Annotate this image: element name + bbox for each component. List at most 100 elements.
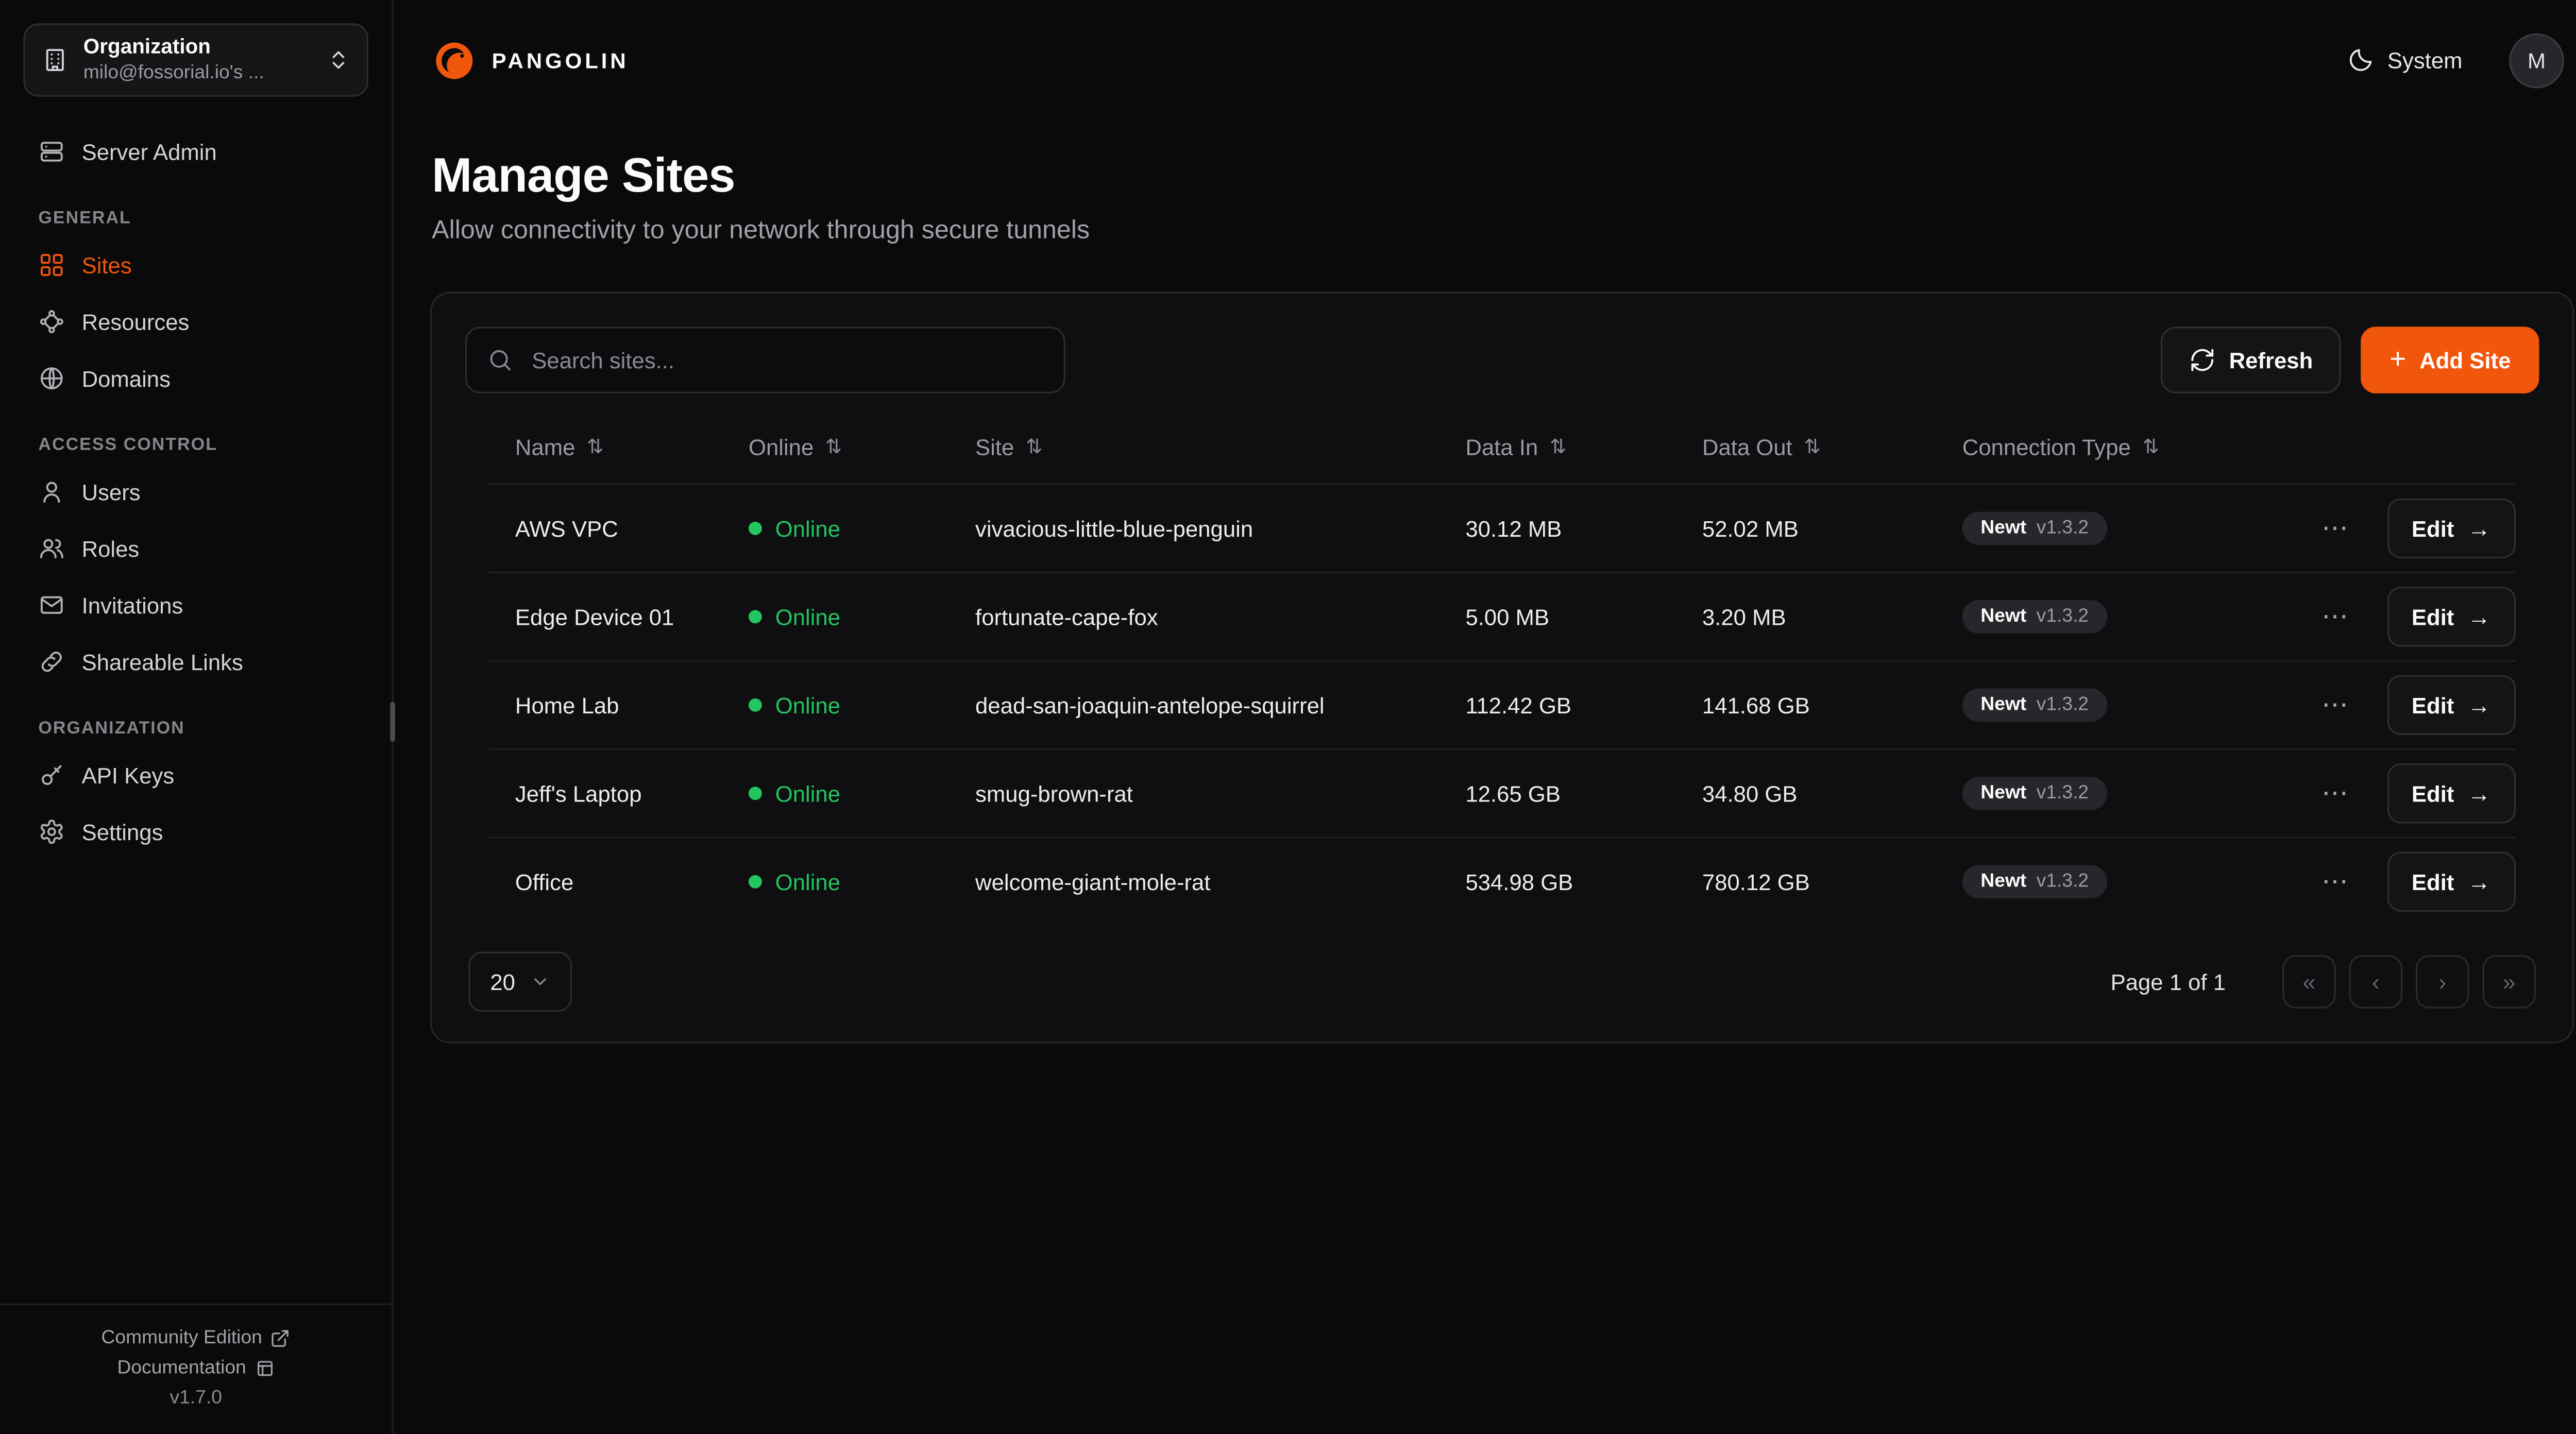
theme-toggle-button[interactable]: System [2334,37,2476,83]
next-page-button[interactable]: › [2415,955,2469,1009]
edit-button[interactable]: Edit → [2386,675,2516,736]
sidebar: Organization milo@fossorial.io's ... Ser… [0,0,395,1433]
connection-type-cell: Newt v1.3.2 [1936,865,2299,899]
online-status-cell: Online [722,604,948,629]
community-edition-label: Community Edition [101,1328,262,1348]
sidebar-footer: Community Edition Documentation v1.7.0 [0,1303,392,1433]
column-header-data-in[interactable]: Data In ⇅ [1465,434,1567,459]
link-icon [41,652,62,672]
data-out-cell: 141.68 GB [1702,692,1810,718]
topbar: PANGOLIN System M [394,0,2576,120]
sidebar-item-domains[interactable]: Domains [23,352,368,405]
section-title-access-control: ACCESS CONTROL [38,435,217,455]
column-header-online[interactable]: Online ⇅ [748,434,842,459]
org-picker-text: Organization milo@fossorial.io's ... [83,35,312,85]
column-header-data-out[interactable]: Data Out ⇅ [1702,434,1821,459]
page-size-value: 20 [490,969,516,995]
edit-cell: Edit → [2372,498,2516,559]
moon-icon [2349,49,2372,71]
waypoints-icon [40,310,63,333]
documentation-link[interactable]: Documentation [0,1354,392,1384]
site-name-cell: Edge Device 01 [515,604,674,629]
add-site-button[interactable]: + Add Site [2361,327,2539,394]
last-page-button[interactable]: » [2482,955,2536,1009]
sidebar-item-users[interactable]: Users [23,465,368,519]
search-input[interactable] [528,346,1044,374]
sidebar-item-api-keys[interactable]: API Keys [23,748,368,802]
row-menu-button[interactable]: ⋯ [2299,511,2372,545]
sidebar-item-resources[interactable]: Resources [23,295,368,349]
sidebar-item-label: Resources [81,309,190,334]
user-icon [43,482,60,503]
table-row: Home Lab Online dead-san-joaquin-antelop… [488,660,2516,748]
search-box [465,327,1065,394]
sites-card: Refresh + Add Site Name⇅ Online⇅ Site⇅ D… [430,292,2574,1044]
prev-page-button[interactable]: ‹ [2349,955,2403,1009]
add-site-label: Add Site [2419,347,2511,373]
arrow-right-icon: → [2467,691,2491,719]
plus-icon: + [2389,343,2406,375]
online-status-dot [748,610,762,624]
sidebar-item-label: Server Admin [81,139,217,164]
row-menu-button[interactable]: ⋯ [2299,600,2372,634]
edit-cell: Edit → [2372,675,2516,736]
edit-button[interactable]: Edit → [2386,763,2516,824]
data-in-cell: 12.65 GB [1465,781,1561,806]
org-picker[interactable]: Organization milo@fossorial.io's ... [23,23,369,97]
site-name-cell: Home Lab [515,692,619,718]
key-icon [42,765,62,785]
page-size-select[interactable]: 20 [468,951,572,1012]
connection-type-badge: Newt v1.3.2 [1962,776,2107,810]
sidebar-item-server-admin[interactable]: Server Admin [23,125,368,179]
avatar[interactable]: M [2509,32,2564,88]
online-status-dot [748,875,762,889]
connection-type-cell: Newt v1.3.2 [1936,776,2299,810]
edit-cell: Edit → [2372,587,2516,647]
sidebar-item-shareable-links[interactable]: Shareable Links [23,635,368,689]
online-status-cell: Online [722,516,948,541]
data-out-cell: 52.02 MB [1702,516,1799,541]
row-menu-button[interactable]: ⋯ [2299,865,2372,898]
sites-toolbar: Refresh + Add Site [465,327,2539,394]
site-slug-cell: smug-brown-rat [975,781,1133,806]
community-edition-link[interactable]: Community Edition [0,1323,392,1353]
online-status-dot [748,698,762,712]
sidebar-item-sites[interactable]: Sites [23,238,368,292]
arrow-right-icon: → [2467,780,2491,807]
sidebar-item-label: Shareable Links [81,649,243,674]
site-slug-cell: fortunate-cape-fox [975,604,1158,629]
table-row: Jeff's Laptop Online smug-brown-rat 12.6… [488,748,2516,837]
row-menu-button[interactable]: ⋯ [2299,777,2372,810]
sidebar-item-settings[interactable]: Settings [23,805,368,859]
edit-button[interactable]: Edit → [2386,498,2516,559]
first-page-button[interactable]: « [2282,955,2336,1009]
online-status-cell: Online [722,781,948,806]
sort-icon: ⇅ [2142,435,2160,458]
connection-type-cell: Newt v1.3.2 [1936,511,2299,545]
column-header-site[interactable]: Site ⇅ [975,434,1043,459]
refresh-button[interactable]: Refresh [2160,327,2342,394]
site-slug-cell: dead-san-joaquin-antelope-squirrel [975,692,1325,718]
column-header-name[interactable]: Name ⇅ [515,434,604,459]
brand-name: PANGOLIN [492,47,629,73]
org-picker-label: Organization [83,35,211,59]
connection-type-badge: Newt v1.3.2 [1962,511,2107,545]
edit-button[interactable]: Edit → [2386,851,2516,912]
toolbar-actions: Refresh + Add Site [2160,327,2539,394]
site-name-cell: Office [515,869,574,895]
connection-type-cell: Newt v1.3.2 [1936,600,2299,634]
data-in-cell: 534.98 GB [1465,869,1573,895]
column-header-actions-spacer [2372,410,2516,483]
brand[interactable]: PANGOLIN [432,38,629,82]
table-header-row: Name ⇅ Online ⇅ Site ⇅ Data In ⇅ Data Out ⇅ C… [488,410,2516,483]
site-slug-cell: vivacious-little-blue-penguin [975,516,1253,541]
column-header-connection-type[interactable]: Connection Type ⇅ [1962,434,2160,459]
sidebar-item-invitations[interactable]: Invitations [23,578,368,632]
sidebar-resize-handle[interactable] [390,702,395,742]
sidebar-item-label: Settings [81,819,163,845]
sidebar-item-roles[interactable]: Roles [23,522,368,575]
chevrons-up-down-icon [332,51,345,69]
row-menu-button[interactable]: ⋯ [2299,688,2372,722]
edit-button[interactable]: Edit → [2386,587,2516,647]
